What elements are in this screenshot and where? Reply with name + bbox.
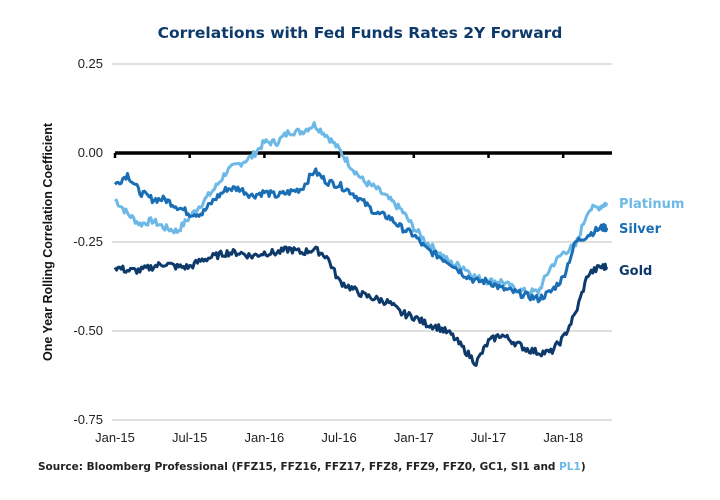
y-axis-ticks: 0.25 0.00 -0.25 -0.50 -0.75 xyxy=(73,56,103,427)
x-tick-label: Jan-15 xyxy=(95,430,135,445)
legend-label-gold: Gold xyxy=(619,264,652,279)
series-lines xyxy=(113,121,609,367)
x-tick-label: Jul-16 xyxy=(321,430,356,445)
series-line-platinum xyxy=(114,121,609,296)
y-tick-label: -0.25 xyxy=(73,234,103,249)
legend-label-silver: Silver xyxy=(619,222,662,237)
series-line-silver xyxy=(113,167,609,304)
y-tick-label: -0.50 xyxy=(73,323,103,338)
legend: Platinum Silver Gold xyxy=(619,197,684,279)
x-axis-ticks: Jan-15 Jul-15 Jan-16 Jul-16 Jan-17 Jul-17 Jan-… xyxy=(95,153,583,445)
x-tick-label: Jul-17 xyxy=(471,430,506,445)
y-tick-label: 0.25 xyxy=(78,56,103,71)
legend-label-platinum: Platinum xyxy=(619,197,684,212)
source-highlight: PL1 xyxy=(559,461,581,473)
x-tick-label: Jan-17 xyxy=(394,430,434,445)
y-axis-label: One Year Rolling Correlation Coefficient xyxy=(41,122,55,361)
y-tick-label: -0.75 xyxy=(73,412,103,427)
y-tick-label: 0.00 xyxy=(78,145,103,160)
x-tick-label: Jan-16 xyxy=(245,430,285,445)
source-suffix: ) xyxy=(580,461,586,473)
series-line-gold xyxy=(113,245,609,367)
source-note: Source: Bloomberg Professional (FFZ15, F… xyxy=(38,461,586,473)
gridlines xyxy=(112,63,612,421)
chart-title: Correlations with Fed Funds Rates 2Y For… xyxy=(158,24,563,42)
x-tick-label: Jul-15 xyxy=(172,430,207,445)
x-tick-label: Jan-18 xyxy=(543,430,583,445)
source-text: Source: Bloomberg Professional (FFZ15, F… xyxy=(38,461,560,473)
